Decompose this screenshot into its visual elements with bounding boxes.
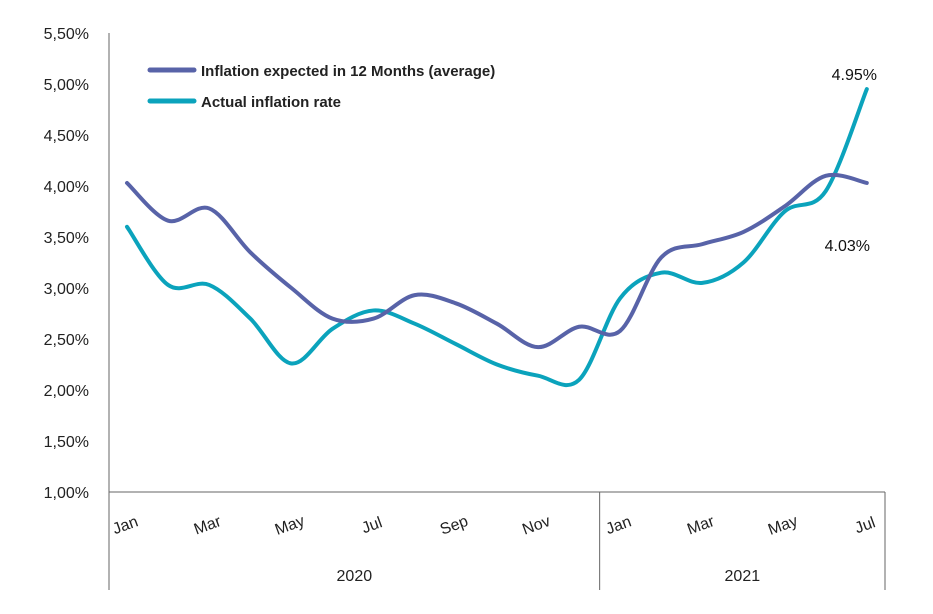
annotations: 4.95% 4.03% bbox=[825, 67, 877, 255]
data-label: 4.03% bbox=[825, 238, 870, 255]
y-tick-label: 4,50% bbox=[44, 128, 89, 145]
year-group-label: 2020 bbox=[337, 568, 373, 585]
x-tick-label: Jul bbox=[360, 514, 385, 537]
series-layer bbox=[125, 87, 869, 387]
y-tick-label: 5,50% bbox=[44, 26, 89, 43]
y-tick-label: 5,00% bbox=[44, 77, 89, 94]
legend: Inflation expected in 12 Months (average… bbox=[147, 63, 495, 111]
y-tick-label: 1,50% bbox=[44, 434, 89, 451]
x-tick-label: Mar bbox=[685, 513, 717, 539]
y-tick-label: 2,00% bbox=[44, 383, 89, 400]
x-tick-label: Mar bbox=[192, 513, 224, 539]
x-axis-ticks: Jan Mar May Jul Sep Nov Jan Mar May Jul 2020 2021 bbox=[110, 513, 877, 585]
expected-inflation-line bbox=[125, 172, 869, 350]
y-tick-label: 1,00% bbox=[44, 485, 89, 502]
x-tick-label: Jan bbox=[110, 513, 140, 538]
y-tick-label: 2,50% bbox=[44, 332, 89, 349]
actual-inflation-line bbox=[125, 87, 869, 387]
y-tick-label: 4,00% bbox=[44, 179, 89, 196]
x-tick-label: Jan bbox=[604, 513, 634, 538]
x-tick-label: Jul bbox=[853, 514, 878, 537]
y-axis-ticks: 1,00% 1,50% 2,00% 2,50% 3,00% 3,50% 4,00% 4,50%… bbox=[44, 26, 89, 502]
legend-label: Actual inflation rate bbox=[201, 94, 341, 111]
y-tick-label: 3,00% bbox=[44, 281, 89, 298]
x-tick-label: May bbox=[766, 513, 800, 539]
legend-label: Inflation expected in 12 Months (average… bbox=[201, 63, 495, 80]
axes bbox=[108, 33, 886, 590]
x-tick-label: May bbox=[273, 513, 307, 539]
data-label: 4.95% bbox=[832, 67, 877, 84]
year-group-label: 2021 bbox=[725, 568, 761, 585]
x-tick-label: Nov bbox=[520, 513, 553, 539]
x-tick-label: Sep bbox=[438, 513, 471, 539]
y-tick-label: 3,50% bbox=[44, 230, 89, 247]
